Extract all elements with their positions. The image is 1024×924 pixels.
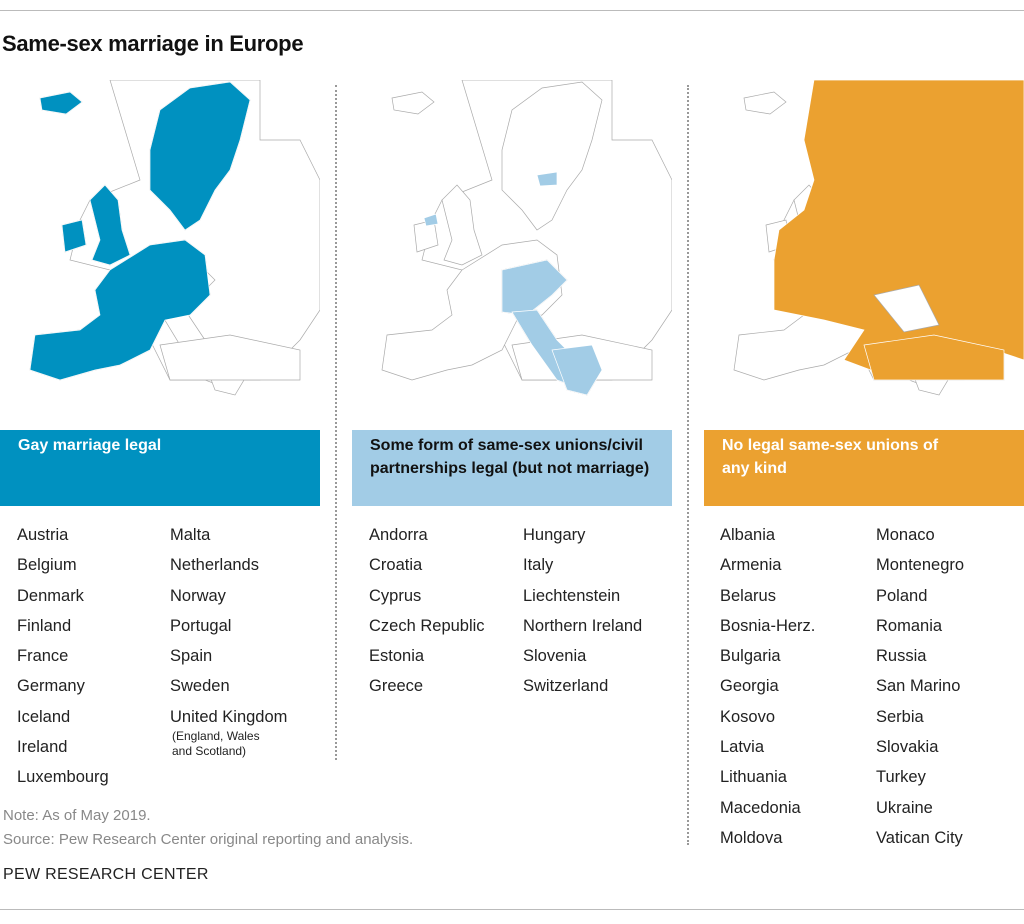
country-list: Monaco Montenegro Poland Romania Russia San M… bbox=[876, 520, 964, 853]
country-name: Greece bbox=[369, 677, 424, 696]
country-name: Lithuania bbox=[720, 768, 787, 787]
country-name: Andorra bbox=[369, 526, 428, 544]
region-greece bbox=[551, 344, 603, 396]
country-name: Moldova bbox=[720, 828, 783, 847]
region-estonia bbox=[536, 171, 558, 187]
country-name: Russia bbox=[876, 647, 927, 666]
country-list: Hungary Italy Liechtenstein Northern Irelan… bbox=[523, 520, 642, 702]
country-name: Georgia bbox=[720, 677, 779, 696]
country-name: Turkey bbox=[876, 768, 926, 787]
country-name: Netherlands bbox=[170, 556, 259, 575]
country-name: Poland bbox=[876, 586, 928, 605]
country-name: Montenegro bbox=[876, 556, 965, 575]
country-name: Portugal bbox=[170, 616, 232, 635]
country-name: Austria bbox=[17, 526, 69, 544]
black-sea bbox=[873, 284, 940, 333]
country-name: Latvia bbox=[720, 738, 765, 757]
region-central bbox=[501, 259, 568, 316]
country-name: Czech Republic bbox=[369, 616, 485, 635]
country-name: Belarus bbox=[720, 586, 776, 605]
source-text: Source: Pew Research Center original rep… bbox=[3, 831, 414, 848]
country-name: Sweden bbox=[170, 677, 230, 696]
column-divider bbox=[335, 85, 337, 760]
map-gay-marriage bbox=[29, 80, 320, 396]
legend-civil-unions-legal: Some form of same-sex unions/civil partn… bbox=[352, 430, 672, 506]
country-name: Romania bbox=[876, 616, 943, 635]
country-name: United Kingdom bbox=[170, 707, 288, 726]
country-list: Andorra Croatia Cyprus Czech Republic Estoni… bbox=[369, 520, 485, 702]
country-name: Vatican City bbox=[876, 828, 963, 847]
country-name: France bbox=[17, 647, 69, 666]
country-name: Bulgaria bbox=[720, 647, 781, 666]
country-name: Armenia bbox=[720, 556, 782, 575]
country-name: Luxembourg bbox=[17, 768, 109, 787]
country-name: Ukraine bbox=[876, 798, 933, 817]
country-name: Malta bbox=[170, 526, 211, 544]
country-name: Belgium bbox=[17, 556, 77, 575]
country-name: Macedonia bbox=[720, 798, 801, 817]
country-name: San Marino bbox=[876, 677, 961, 696]
region-iceland bbox=[39, 91, 83, 115]
region-turkey bbox=[863, 334, 1005, 381]
region-uk bbox=[89, 184, 131, 266]
page-title: Same-sex marriage in Europe bbox=[2, 31, 304, 56]
country-name: Spain bbox=[170, 647, 213, 666]
country-name: Italy bbox=[523, 556, 554, 575]
column-divider bbox=[687, 85, 689, 845]
country-name: Estonia bbox=[369, 647, 425, 666]
country-name: Germany bbox=[17, 677, 85, 696]
country-name: Kosovo bbox=[720, 707, 776, 726]
country-name: Croatia bbox=[369, 556, 423, 575]
map-no-unions bbox=[733, 80, 1024, 396]
region-west bbox=[29, 239, 211, 381]
region-ni bbox=[423, 213, 439, 227]
country-list: Malta Netherlands Norway Portugal Spain Swede… bbox=[170, 520, 287, 732]
country-list: Austria Belgium Denmark Finland France German… bbox=[17, 520, 109, 793]
country-name: Northern Ireland bbox=[523, 616, 643, 635]
uk-note: (England, Wales and Scotland) bbox=[172, 729, 260, 758]
region-eastern-europe bbox=[773, 80, 1024, 376]
country-name: Liechtenstein bbox=[523, 586, 621, 605]
country-name: Finland bbox=[17, 616, 72, 635]
region-ireland bbox=[61, 219, 87, 253]
country-name: Denmark bbox=[17, 586, 84, 605]
country-name: Albania bbox=[720, 526, 776, 544]
country-name: Serbia bbox=[876, 707, 924, 726]
country-name: Slovenia bbox=[523, 647, 587, 666]
country-list: Albania Armenia Belarus Bosnia-Herz. Bulgari… bbox=[720, 520, 815, 853]
country-name: Slovakia bbox=[876, 738, 939, 757]
country-name: Bosnia-Herz. bbox=[720, 616, 816, 635]
country-name: Ireland bbox=[17, 738, 68, 757]
country-name: Monaco bbox=[876, 526, 935, 544]
country-name: Hungary bbox=[523, 526, 586, 544]
region-scand bbox=[149, 81, 251, 231]
country-name: Iceland bbox=[17, 707, 71, 726]
bottom-rule bbox=[0, 909, 1024, 910]
country-name: Norway bbox=[170, 586, 226, 605]
map-civil-unions bbox=[381, 80, 672, 396]
legend-gay-marriage-legal: Gay marriage legal bbox=[0, 430, 320, 506]
country-outline bbox=[391, 91, 435, 115]
top-rule bbox=[0, 10, 1024, 11]
country-outline bbox=[159, 334, 301, 381]
country-name: Switzerland bbox=[523, 677, 609, 696]
country-outline bbox=[743, 91, 787, 115]
note-text: Note: As of May 2019. bbox=[3, 807, 151, 824]
country-outline bbox=[501, 81, 603, 231]
legend-no-unions: No legal same-sex unions of any kind bbox=[704, 430, 1024, 506]
brand-label: PEW RESEARCH CENTER bbox=[3, 866, 209, 883]
country-name: Cyprus bbox=[369, 586, 422, 605]
country-outline bbox=[441, 184, 483, 266]
